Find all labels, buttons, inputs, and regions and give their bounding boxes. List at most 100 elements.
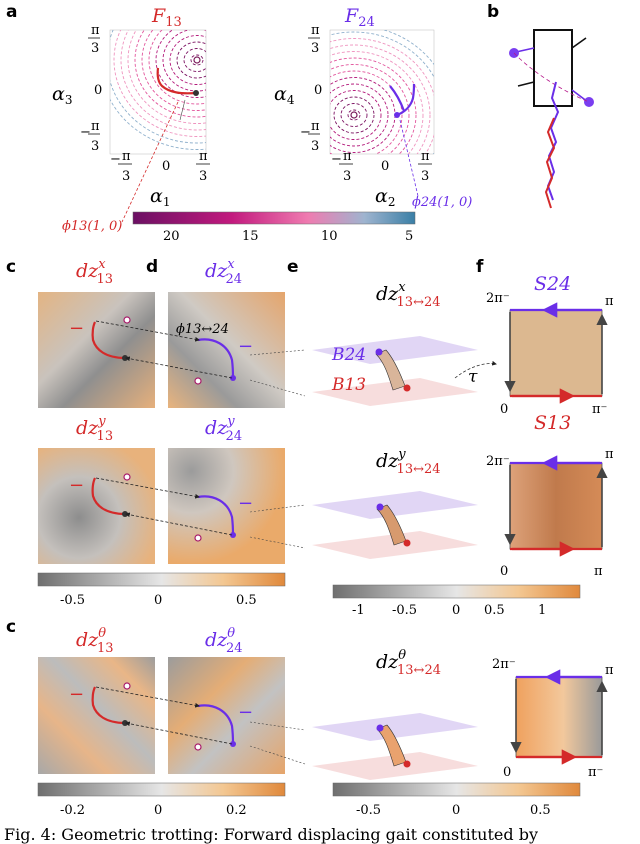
svg-text:π: π xyxy=(311,23,320,38)
svg-text:0.5: 0.5 xyxy=(236,593,257,608)
heatmap-dzx13 xyxy=(38,292,155,408)
svg-text:−: − xyxy=(238,493,253,514)
title-dztheta1324: dzθ 13↔24 xyxy=(376,648,441,678)
gait-path-red xyxy=(156,67,197,95)
svg-text:0: 0 xyxy=(452,803,460,818)
colorbar-cd-1: -0.5 0 0.5 xyxy=(37,572,286,608)
contour-lines-right xyxy=(330,30,434,154)
svg-text:π: π xyxy=(343,149,352,164)
title-dzy1324: dzy 13↔24 xyxy=(376,447,441,477)
svg-text:3: 3 xyxy=(199,169,207,184)
panel-label-e: e xyxy=(287,257,299,277)
title-dztheta13: dzθ 13 xyxy=(76,626,114,656)
heatmap-dztheta13 xyxy=(38,657,155,774)
svg-text:π: π xyxy=(594,564,603,579)
robot-schematic xyxy=(509,29,594,209)
svg-text:π: π xyxy=(421,149,430,164)
svg-text:0: 0 xyxy=(162,159,170,174)
svg-text:3: 3 xyxy=(311,139,319,154)
panel-label-d: d xyxy=(146,257,158,277)
svg-text:-0.2: -0.2 xyxy=(60,803,85,818)
svg-text:π: π xyxy=(199,149,208,164)
square-diagram-f2: 2π⁻ π 0 π xyxy=(486,447,614,579)
panel-label-b: b xyxy=(487,2,499,22)
title-f13: F13 xyxy=(151,5,182,30)
svg-text:-0.5: -0.5 xyxy=(392,603,417,618)
svg-text:3: 3 xyxy=(91,139,99,154)
svg-text:π⁻: π⁻ xyxy=(588,765,603,780)
title-dzy24: dzy 24 xyxy=(205,414,242,444)
svg-text:-0.5: -0.5 xyxy=(356,803,381,818)
svg-text:-0.5: -0.5 xyxy=(60,593,85,608)
svg-text:B24: B24 xyxy=(331,345,366,365)
svg-text:3: 3 xyxy=(311,41,319,56)
panel-label-c: c xyxy=(6,257,16,277)
svg-text:2π⁻: 2π⁻ xyxy=(486,454,510,469)
heatmap-dzy13 xyxy=(38,448,155,564)
gait-path-purple xyxy=(396,83,416,117)
surface-diagram-theta xyxy=(312,713,478,780)
svg-text:π: π xyxy=(91,23,100,38)
xticks-left: − π3 0 π3 xyxy=(110,149,210,184)
title-dzx1324: dzx 13↔24 xyxy=(376,280,441,310)
svg-text:3: 3 xyxy=(91,41,99,56)
svg-text:π: π xyxy=(605,447,614,462)
svg-text:−: − xyxy=(300,125,311,140)
colorbar-e-2: -0.5 0 0.5 xyxy=(332,782,581,818)
svg-text:−: − xyxy=(238,702,253,723)
svg-text:−: − xyxy=(69,318,84,339)
svg-text:−: − xyxy=(238,336,253,357)
svg-text:0: 0 xyxy=(500,402,508,417)
ylabel-alpha4: α4 xyxy=(274,83,295,107)
xticks-right: − π3 0 π3 xyxy=(331,149,432,184)
svg-text:0: 0 xyxy=(381,159,389,174)
svg-text:0: 0 xyxy=(314,83,322,98)
svg-text:2π⁻: 2π⁻ xyxy=(486,291,510,306)
svg-text:0: 0 xyxy=(154,803,162,818)
colorbar-cd-2: -0.2 0 0.2 xyxy=(37,782,286,818)
svg-text:0: 0 xyxy=(452,603,460,618)
svg-text:1: 1 xyxy=(538,603,546,618)
panel-label-f: f xyxy=(476,257,484,277)
svg-text:5: 5 xyxy=(405,229,413,244)
surface-diagram-y xyxy=(312,491,478,559)
panel-label-a: a xyxy=(6,2,17,22)
svg-text:π: π xyxy=(605,663,614,678)
title-dzx24: dzx 24 xyxy=(205,257,242,287)
gait-endpoint-purple xyxy=(394,112,400,118)
optimum-marker-right xyxy=(350,111,358,119)
phi-1324-label: ϕ13↔24 xyxy=(176,322,229,337)
surface-diagram-x: B24 B13 τ xyxy=(312,336,497,406)
contour-plot-f24: F24 π3 0 − π3 α4 − π3 0 π3 α2 ϕ24(1, 0) xyxy=(274,5,472,210)
ylabel-alpha3: α3 xyxy=(52,83,72,107)
svg-text:S13: S13 xyxy=(534,412,571,434)
svg-text:0: 0 xyxy=(503,765,511,780)
svg-text:π⁻: π⁻ xyxy=(592,402,607,417)
svg-text:0.5: 0.5 xyxy=(484,603,505,618)
svg-text:−: − xyxy=(69,684,84,705)
figure-caption: Fig. 4: Geometric trotting: Forward disp… xyxy=(4,825,538,844)
svg-text:20: 20 xyxy=(163,229,180,244)
svg-text:B13: B13 xyxy=(331,375,366,395)
yticks-right: π3 0 − π3 xyxy=(300,23,322,154)
square-diagram-f3: 2π⁻ π 0 π⁻ xyxy=(492,657,614,780)
svg-text:2π⁻: 2π⁻ xyxy=(492,657,516,672)
svg-text:−: − xyxy=(110,152,121,167)
svg-text:0.5: 0.5 xyxy=(530,803,551,818)
title-f24: F24 xyxy=(344,5,375,30)
svg-text:−: − xyxy=(69,475,84,496)
svg-text:−: − xyxy=(80,125,91,140)
svg-text:0.2: 0.2 xyxy=(226,803,247,818)
svg-text:10: 10 xyxy=(321,229,338,244)
svg-text:15: 15 xyxy=(242,229,259,244)
title-dzx13: dzx 13 xyxy=(76,257,113,287)
yticks-left: π3 0 − π3 xyxy=(80,23,102,154)
colorbar-e-1: -1 -0.5 0 0.5 1 xyxy=(332,584,581,618)
svg-text:π: π xyxy=(122,149,131,164)
panel-label-c-row3: c xyxy=(6,617,16,637)
square-diagram-f1: S24 2π⁻ π 0 π⁻ S13 xyxy=(486,273,614,434)
optimum-marker xyxy=(193,56,201,64)
phi24-label: ϕ24(1, 0) xyxy=(412,195,472,210)
svg-text:−: − xyxy=(331,152,342,167)
